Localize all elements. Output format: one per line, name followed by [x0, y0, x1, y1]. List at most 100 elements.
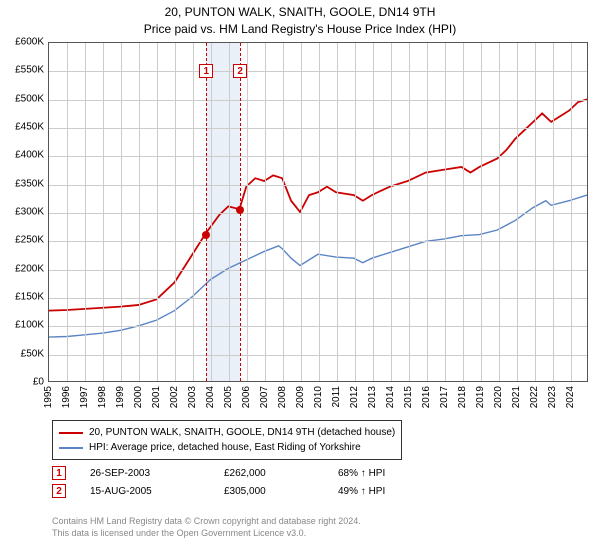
legend-item: HPI: Average price, detached house, East… [59, 440, 395, 455]
xtick-label: 2002 [169, 386, 180, 408]
gridline-v [445, 43, 446, 381]
gridline-v [247, 43, 248, 381]
xtick-label: 1995 [43, 386, 54, 408]
sale-marker-box: 2 [233, 64, 247, 78]
xtick-label: 2022 [529, 386, 540, 408]
series-hpi [49, 195, 587, 337]
ytick-label: £600K [0, 37, 44, 48]
ytick-label: £100K [0, 320, 44, 331]
xtick-label: 2010 [313, 386, 324, 408]
gridline-h [49, 185, 587, 186]
sale-row: 2 15-AUG-2005 £305,000 49% ↑ HPI [52, 484, 385, 498]
sale-dot [202, 231, 210, 239]
gridline-h [49, 326, 587, 327]
xtick-label: 2006 [241, 386, 252, 408]
ytick-label: £200K [0, 263, 44, 274]
sale-delta: 49% ↑ HPI [338, 486, 385, 497]
gridline-h [49, 156, 587, 157]
sale-date: 15-AUG-2005 [90, 486, 200, 497]
gridline-v [85, 43, 86, 381]
gridline-v [517, 43, 518, 381]
xtick-label: 2021 [511, 386, 522, 408]
legend-item: 20, PUNTON WALK, SNAITH, GOOLE, DN14 9TH… [59, 425, 395, 440]
legend-label: 20, PUNTON WALK, SNAITH, GOOLE, DN14 9TH… [89, 425, 395, 440]
xtick-label: 1998 [97, 386, 108, 408]
legend-swatch [59, 447, 83, 449]
attribution-line-1: Contains HM Land Registry data © Crown c… [52, 516, 361, 526]
sale-marker-box: 2 [52, 484, 66, 498]
gridline-h [49, 270, 587, 271]
xtick-label: 1996 [61, 386, 72, 408]
gridline-v [139, 43, 140, 381]
gridline-v [481, 43, 482, 381]
xtick-label: 2024 [565, 386, 576, 408]
xtick-label: 2016 [421, 386, 432, 408]
sale-marker-box: 1 [52, 466, 66, 480]
gridline-h [49, 100, 587, 101]
ytick-label: £500K [0, 93, 44, 104]
gridline-v [355, 43, 356, 381]
xtick-label: 2012 [349, 386, 360, 408]
gridline-v [391, 43, 392, 381]
sale-marker-line [206, 43, 207, 381]
xtick-label: 2011 [331, 386, 342, 408]
gridline-v [67, 43, 68, 381]
xtick-label: 2018 [457, 386, 468, 408]
gridline-h [49, 71, 587, 72]
gridline-v [229, 43, 230, 381]
gridline-v [301, 43, 302, 381]
ytick-label: £550K [0, 65, 44, 76]
ytick-label: £450K [0, 122, 44, 133]
gridline-v [571, 43, 572, 381]
legend-swatch [59, 432, 83, 434]
gridline-v [373, 43, 374, 381]
xtick-label: 2000 [133, 386, 144, 408]
xtick-label: 1999 [115, 386, 126, 408]
ytick-label: £350K [0, 178, 44, 189]
title-line-2: Price paid vs. HM Land Registry's House … [144, 22, 456, 36]
sale-price: £262,000 [224, 468, 314, 479]
legend-label: HPI: Average price, detached house, East… [89, 440, 361, 455]
gridline-v [463, 43, 464, 381]
gridline-v [265, 43, 266, 381]
gridline-h [49, 241, 587, 242]
xtick-label: 2014 [385, 386, 396, 408]
line-layer [49, 43, 587, 381]
sales-table: 126-SEP-2003£262,00068% ↑ HPI215-AUG-200… [52, 462, 385, 502]
gridline-v [553, 43, 554, 381]
ytick-label: £50K [0, 348, 44, 359]
sale-price: £305,000 [224, 486, 314, 497]
sale-row: 126-SEP-2003£262,00068% ↑ HPI [52, 466, 385, 480]
gridline-v [319, 43, 320, 381]
xtick-label: 2023 [547, 386, 558, 408]
gridline-v [157, 43, 158, 381]
ytick-label: £300K [0, 207, 44, 218]
gridline-v [283, 43, 284, 381]
gridline-v [337, 43, 338, 381]
gridline-v [175, 43, 176, 381]
xtick-label: 2009 [295, 386, 306, 408]
series-price_paid [49, 99, 587, 310]
ytick-label: £150K [0, 292, 44, 303]
ytick-label: £250K [0, 235, 44, 246]
xtick-label: 2008 [277, 386, 288, 408]
xtick-label: 2005 [223, 386, 234, 408]
gridline-v [121, 43, 122, 381]
xtick-label: 1997 [79, 386, 90, 408]
xtick-label: 2007 [259, 386, 270, 408]
chart-title: 20, PUNTON WALK, SNAITH, GOOLE, DN14 9TH… [0, 0, 600, 38]
xtick-label: 2013 [367, 386, 378, 408]
xtick-label: 2017 [439, 386, 450, 408]
gridline-v [535, 43, 536, 381]
chart-container: { "title_line1": "20, PUNTON WALK, SNAIT… [0, 0, 600, 560]
sale-marker-box: 1 [199, 64, 213, 78]
gridline-v [103, 43, 104, 381]
gridline-h [49, 213, 587, 214]
sale-date: 26-SEP-2003 [90, 468, 200, 479]
legend: 20, PUNTON WALK, SNAITH, GOOLE, DN14 9TH… [52, 420, 402, 460]
sale-dot [236, 206, 244, 214]
title-line-1: 20, PUNTON WALK, SNAITH, GOOLE, DN14 9TH [165, 5, 436, 19]
xtick-label: 2020 [493, 386, 504, 408]
xtick-label: 2004 [205, 386, 216, 408]
gridline-h [49, 355, 587, 356]
